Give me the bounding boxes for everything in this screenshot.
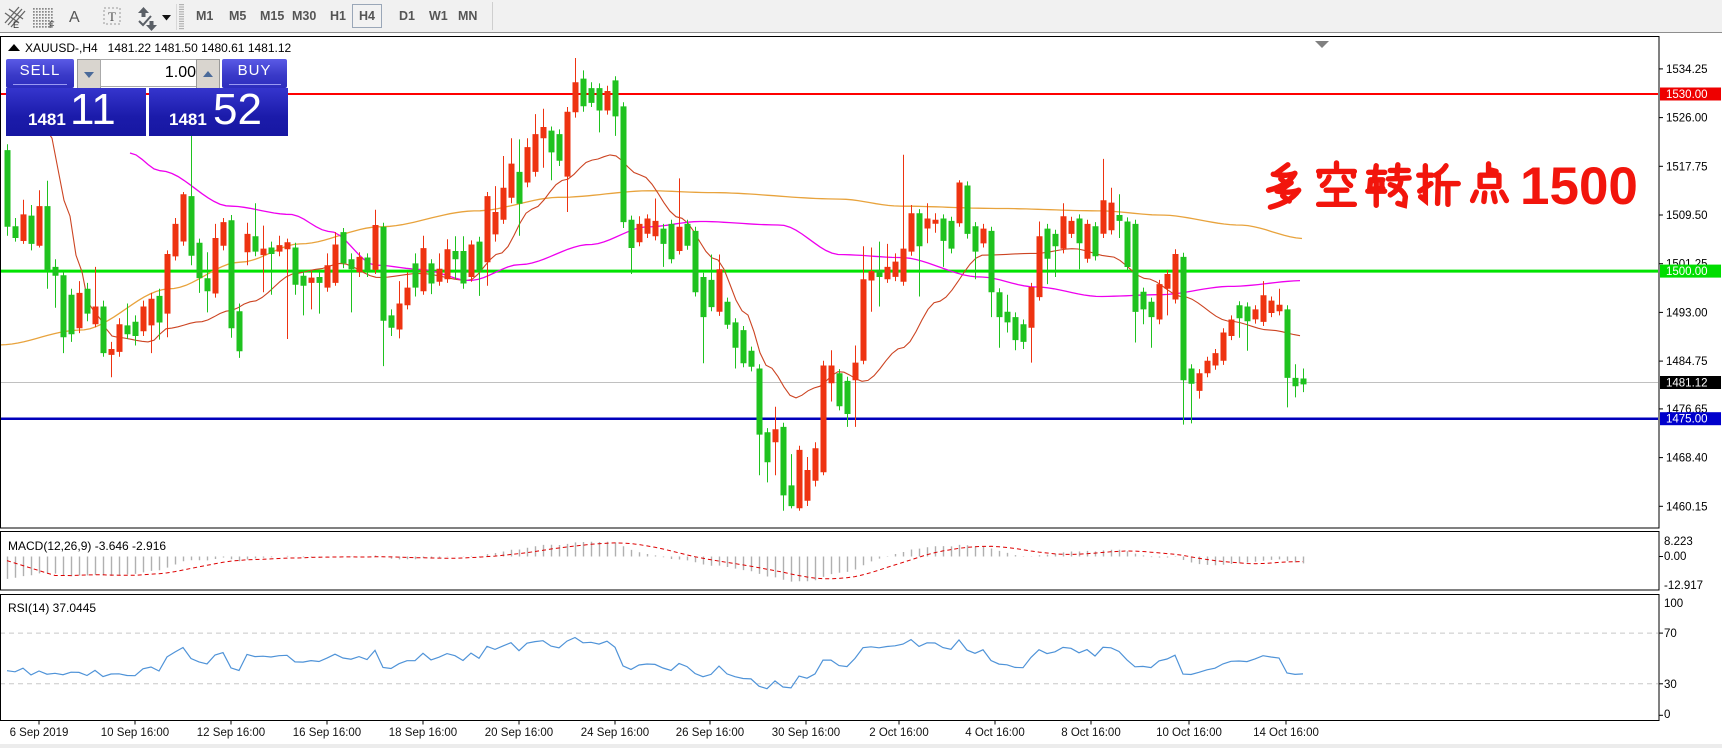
svg-text:0.00: 0.00 <box>1664 551 1686 563</box>
svg-text:18 Sep 16:00: 18 Sep 16:00 <box>389 727 457 739</box>
svg-text:26 Sep 16:00: 26 Sep 16:00 <box>676 727 744 739</box>
svg-text:E: E <box>13 20 19 30</box>
svg-text:16 Sep 16:00: 16 Sep 16:00 <box>293 727 361 739</box>
svg-text:1509.50: 1509.50 <box>1666 210 1708 222</box>
svg-text:F: F <box>49 20 55 30</box>
svg-text:T: T <box>108 9 116 24</box>
svg-text:2 Oct 16:00: 2 Oct 16:00 <box>869 727 928 739</box>
svg-text:100: 100 <box>1664 598 1683 610</box>
svg-text:1534.25: 1534.25 <box>1666 64 1708 76</box>
svg-text:1517.75: 1517.75 <box>1666 161 1708 173</box>
svg-text:1481.12: 1481.12 <box>1666 378 1708 390</box>
svg-text:A: A <box>69 9 80 26</box>
svg-text:1500.00: 1500.00 <box>1666 266 1708 278</box>
svg-text:1475.00: 1475.00 <box>1666 414 1708 426</box>
svg-text:1493.00: 1493.00 <box>1666 307 1708 319</box>
svg-text:-12.917: -12.917 <box>1664 580 1703 592</box>
svg-text:70: 70 <box>1664 628 1677 640</box>
svg-text:12 Sep 16:00: 12 Sep 16:00 <box>197 727 265 739</box>
svg-text:RSI(14) 37.0445: RSI(14) 37.0445 <box>8 601 96 615</box>
svg-text:4 Oct 16:00: 4 Oct 16:00 <box>965 727 1024 739</box>
svg-text:1468.40: 1468.40 <box>1666 453 1708 465</box>
svg-text:24 Sep 16:00: 24 Sep 16:00 <box>581 727 649 739</box>
svg-text:30 Sep 16:00: 30 Sep 16:00 <box>772 727 840 739</box>
svg-text:1530.00: 1530.00 <box>1666 89 1708 101</box>
svg-text:8.223: 8.223 <box>1664 536 1693 548</box>
svg-text:10 Oct 16:00: 10 Oct 16:00 <box>1156 727 1222 739</box>
svg-text:0: 0 <box>1664 709 1670 721</box>
svg-text:8 Oct 16:00: 8 Oct 16:00 <box>1061 727 1120 739</box>
svg-text:XAUUSD-,H4 1481.22 1481.50 1: XAUUSD-,H4 1481.22 1481.50 1480.61 1481.… <box>25 41 292 55</box>
svg-text:6 Sep 2019: 6 Sep 2019 <box>10 727 69 739</box>
svg-text:1526.00: 1526.00 <box>1666 113 1708 125</box>
svg-text:14 Oct 16:00: 14 Oct 16:00 <box>1253 727 1319 739</box>
svg-text:MACD(12,26,9) -3.646 -2.916: MACD(12,26,9) -3.646 -2.916 <box>8 539 166 553</box>
svg-text:1500: 1500 <box>1520 157 1638 216</box>
svg-text:1484.75: 1484.75 <box>1666 356 1708 368</box>
svg-text:20 Sep 16:00: 20 Sep 16:00 <box>485 727 553 739</box>
svg-text:30: 30 <box>1664 679 1677 691</box>
svg-text:1460.15: 1460.15 <box>1666 501 1708 513</box>
svg-text:10 Sep 16:00: 10 Sep 16:00 <box>101 727 169 739</box>
